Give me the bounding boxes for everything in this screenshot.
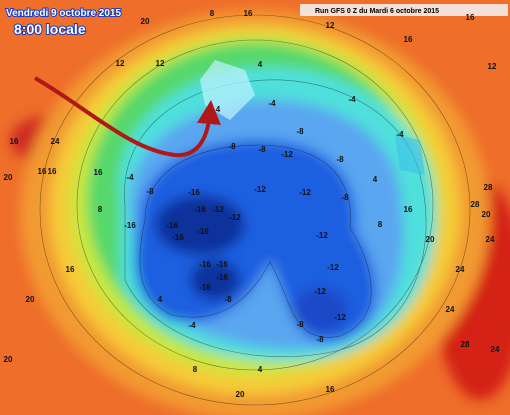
temperature-label: -4: [268, 99, 276, 108]
temperature-label: 12: [326, 21, 335, 30]
temperature-label: 20: [426, 235, 435, 244]
temperature-label: 16: [326, 385, 335, 394]
temperature-label: -8: [296, 127, 304, 136]
temperature-label: 12: [488, 62, 497, 71]
temperature-label: 20: [4, 355, 13, 364]
temperature-label: 16: [10, 137, 19, 146]
temperature-label: -4: [348, 95, 356, 104]
temperature-label: 20: [141, 17, 150, 26]
temperature-label: -16: [199, 283, 211, 292]
temperature-label: -16: [188, 188, 200, 197]
temperature-label: 16: [244, 9, 253, 18]
temperature-label: 16: [38, 167, 47, 176]
temperature-label: -8: [341, 193, 349, 202]
temperature-label: 12: [156, 59, 165, 68]
temperature-label: -4: [126, 173, 134, 182]
temperature-label: 28: [461, 340, 470, 349]
temperature-label: -12: [334, 313, 346, 322]
temperature-label: -12: [299, 188, 311, 197]
temperature-label: -12: [316, 231, 328, 240]
temperature-label: -8: [224, 295, 232, 304]
temperature-label: 28: [484, 183, 493, 192]
temperature-label: 4: [216, 105, 221, 114]
temperature-label: -8: [228, 142, 236, 151]
run-banner: [300, 4, 508, 16]
temperature-label: -8: [336, 155, 344, 164]
temperature-label: -16: [197, 227, 209, 236]
temperature-label: 4: [158, 295, 163, 304]
temperature-label: -12: [281, 150, 293, 159]
temperature-label: 16: [404, 205, 413, 214]
temperature-label: 8: [98, 205, 103, 214]
temperature-label: 16: [94, 168, 103, 177]
temperature-label: 28: [471, 200, 480, 209]
temperature-label: -8: [316, 335, 324, 344]
temperature-label: 4: [373, 175, 378, 184]
temperature-label: 20: [26, 295, 35, 304]
temperature-label: -16: [166, 221, 178, 230]
temperature-label: 20: [236, 390, 245, 399]
temperature-label: 24: [456, 265, 465, 274]
temperature-label: -16: [216, 273, 228, 282]
run-info: Run GFS 0 Z du Mardi 6 octobre 2015: [315, 8, 439, 15]
temperature-label: -8: [296, 320, 304, 329]
temperature-label: 16: [66, 265, 75, 274]
time: 8:00 locale: [14, 21, 86, 37]
temperature-label: -12: [229, 213, 241, 222]
temperature-label: 16: [466, 13, 475, 22]
temperature-label: 12: [116, 59, 125, 68]
arrow: [33, 76, 221, 158]
temperature-label: -4: [396, 130, 404, 139]
temperature-label: -12: [314, 287, 326, 296]
temperature-label: 24: [491, 345, 500, 354]
temperature-label: -4: [188, 321, 196, 330]
temperature-label: 20: [482, 210, 491, 219]
temperature-label: 8: [193, 365, 198, 374]
temperature-label: -16: [199, 260, 211, 269]
date: Vendredi 9 octobre 2015: [6, 8, 121, 19]
temperature-label: 16: [404, 35, 413, 44]
temperature-label: -16: [172, 233, 184, 242]
temperature-label: 20: [4, 173, 13, 182]
temperature-label: -12: [327, 263, 339, 272]
temperature-label: -8: [258, 145, 266, 154]
temperature-label: -16: [124, 221, 136, 230]
temperature-label: 4: [258, 365, 263, 374]
temperature-label: 24: [486, 235, 495, 244]
temperature-label: -16: [194, 205, 206, 214]
temperature-label: 16: [48, 167, 57, 176]
temperature-label: 24: [446, 305, 455, 314]
temperature-label: -12: [254, 185, 266, 194]
temperature-label: 8: [210, 9, 215, 18]
temperature-label: -16: [216, 260, 228, 269]
temperature-label: 8: [378, 220, 383, 229]
temperature-label: -12: [212, 205, 224, 214]
temperature-label: 4: [258, 60, 263, 69]
temperature-label: 24: [51, 137, 60, 146]
temperature-label: -8: [146, 187, 154, 196]
